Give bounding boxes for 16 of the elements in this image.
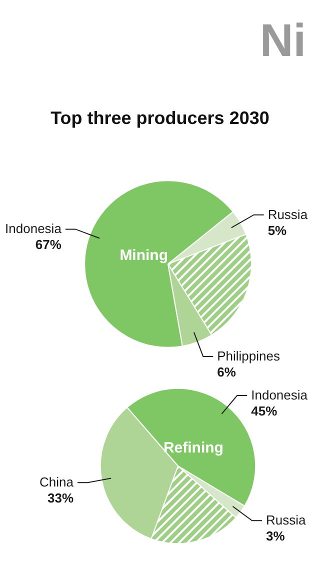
slice-label: Indonesia xyxy=(251,388,308,403)
text: Refining xyxy=(163,440,224,457)
slice-label: Philippines xyxy=(217,348,280,364)
text: Mining xyxy=(120,246,168,264)
data-label: 5% xyxy=(268,222,288,238)
data-label: 33% xyxy=(47,490,74,506)
text: Ni xyxy=(260,14,306,66)
slice-label: Russia xyxy=(268,206,308,222)
data-label: 3% xyxy=(266,528,286,544)
slice-label: Russia xyxy=(266,512,307,528)
slice-label: Indonesia xyxy=(5,221,62,236)
data-label: 67% xyxy=(35,237,62,252)
slice-label: China xyxy=(40,474,74,490)
data-label: 45% xyxy=(251,404,278,419)
chart-title: Top three producers 2030 xyxy=(50,108,270,128)
data-label: 6% xyxy=(217,364,236,380)
